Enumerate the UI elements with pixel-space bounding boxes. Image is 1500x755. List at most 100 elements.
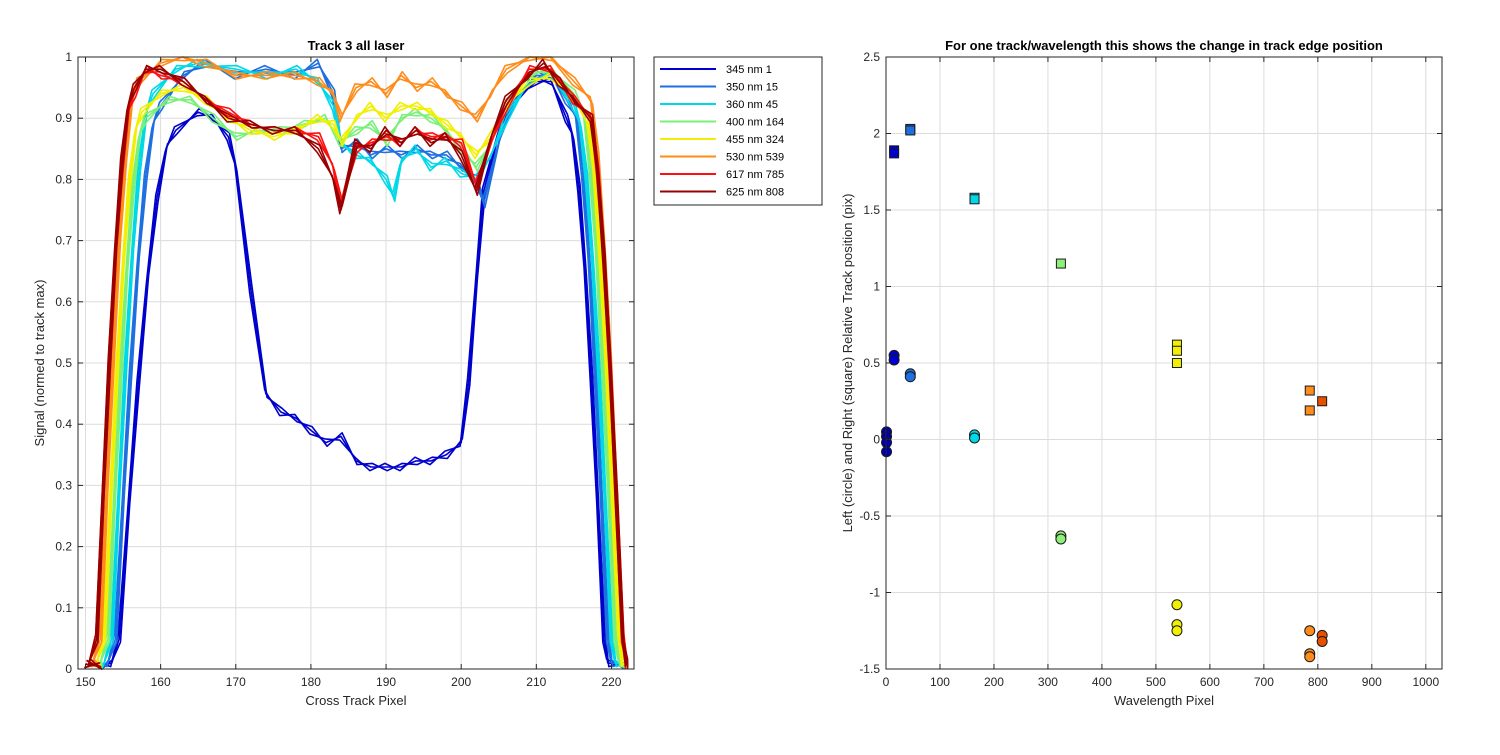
circle-marker: [1304, 625, 1316, 637]
series-line-5: [84, 77, 627, 669]
circle-marker: [1304, 651, 1316, 663]
y-tick-label: 0: [873, 433, 880, 447]
y-tick-label: 1: [65, 50, 72, 64]
y-tick-label: 0.6: [55, 295, 72, 309]
y-tick-label: 1: [873, 280, 880, 294]
y-tick-label: 0.7: [55, 234, 72, 248]
y-tick-label: 0.4: [55, 417, 72, 431]
legend-entry: 360 nm 45: [726, 99, 778, 111]
x-tick-label: 600: [1200, 675, 1220, 689]
y-axis-label: Signal (normed to track max): [32, 280, 47, 447]
series-line-2: [86, 66, 628, 670]
chart-title: For one track/wavelength this shows the …: [945, 38, 1383, 53]
scatter-chart: For one track/wavelength this shows the …: [840, 38, 1443, 708]
series-line-5: [86, 70, 629, 670]
square-marker: [1304, 405, 1315, 416]
x-tick-label: 200: [451, 675, 471, 689]
square-marker: [969, 194, 980, 205]
series-line-2: [85, 62, 627, 668]
circle-marker: [881, 446, 893, 458]
x-tick-label: 700: [1254, 675, 1274, 689]
y-tick-label: 2.5: [863, 50, 880, 64]
y-axis-label: Left (circle) and Right (square) Relativ…: [840, 194, 855, 533]
series-line-3: [86, 64, 628, 670]
x-tick-label: 160: [151, 675, 171, 689]
square-marker: [1317, 396, 1328, 407]
x-tick-label: 190: [376, 675, 396, 689]
x-tick-label: 200: [984, 675, 1004, 689]
y-tick-label: 0.3: [55, 478, 72, 492]
square-marker: [905, 125, 916, 136]
legend-entry: 530 nm 539: [726, 152, 784, 164]
series-line-1: [85, 80, 627, 668]
series-line-5: [85, 74, 627, 668]
circle-marker: [904, 371, 916, 383]
legend-entry: 455 nm 324: [726, 134, 784, 146]
legend-entry: 350 nm 15: [726, 82, 778, 94]
y-tick-label: 0.1: [55, 601, 72, 615]
y-tick-label: 0.5: [863, 356, 880, 370]
axis-ticks: 150 160 170 180 190 200 210 220 0 0.1 0.2 0.3 0.4 0.5…: [55, 50, 634, 689]
scatter-points: [881, 123, 1328, 663]
x-tick-label: 210: [526, 675, 546, 689]
series-line-3: [85, 62, 627, 668]
series-line-8: [84, 58, 627, 669]
x-tick-label: 1000: [1412, 675, 1439, 689]
y-tick-label: -1: [869, 586, 880, 600]
x-tick-label: 400: [1092, 675, 1112, 689]
circle-marker: [1055, 533, 1067, 545]
square-marker: [1171, 345, 1182, 356]
axis-ticks: 0 100 200 300 400 500 600 700 800 900 1000 -1.5 -1 -0…: [859, 50, 1442, 689]
x-tick-label: 300: [1038, 675, 1058, 689]
series-line-1: [84, 77, 626, 670]
legend-entry: 617 nm 785: [726, 169, 784, 181]
legend-entry: 625 nm 808: [726, 187, 784, 199]
grid: [885, 56, 1442, 670]
x-tick-label: 150: [75, 675, 95, 689]
square-marker: [889, 148, 900, 159]
series-line-1: [86, 77, 628, 670]
series-lines: [84, 56, 629, 670]
y-tick-label: -0.5: [859, 509, 880, 523]
x-tick-label: 170: [226, 675, 246, 689]
x-tick-label: 100: [930, 675, 950, 689]
y-tick-label: 0.2: [55, 540, 72, 554]
x-tick-label: 180: [301, 675, 321, 689]
series-line-3: [84, 58, 626, 670]
series-line-4: [84, 64, 627, 670]
y-tick-label: 0.8: [55, 172, 72, 186]
chart-title: Track 3 all laser: [308, 38, 405, 53]
series-line-6: [86, 56, 629, 670]
y-tick-label: -1.5: [859, 662, 880, 676]
line-chart: Track 3 all laser 150 160 170 180 190 200 210 2…: [32, 38, 823, 708]
x-axis-label: Wavelength Pixel: [1114, 693, 1214, 708]
y-tick-label: 1.5: [863, 203, 880, 217]
series-line-4: [85, 68, 627, 668]
legend-box: [653, 56, 823, 206]
series-line-4: [86, 70, 629, 670]
y-tick-label: 0.5: [55, 356, 72, 370]
x-tick-label: 500: [1146, 675, 1166, 689]
x-tick-label: 220: [601, 675, 621, 689]
circle-marker: [1171, 599, 1183, 611]
x-tick-label: 900: [1362, 675, 1382, 689]
series-line-2: [84, 58, 626, 670]
legend-entry: 400 nm 164: [726, 117, 784, 129]
series-line-8: [86, 64, 629, 670]
x-tick-label: 0: [883, 675, 890, 689]
circle-marker: [888, 354, 900, 366]
legend-entry: 345 nm 1: [726, 64, 772, 76]
circle-marker: [1316, 635, 1328, 647]
y-tick-label: 2: [873, 127, 880, 141]
x-axis-label: Cross Track Pixel: [305, 693, 406, 708]
circle-marker: [1171, 625, 1183, 637]
circle-marker: [969, 432, 981, 444]
y-tick-label: 0: [65, 662, 72, 676]
y-tick-label: 0.9: [55, 111, 72, 125]
square-marker: [1171, 358, 1182, 368]
square-marker: [1055, 258, 1066, 269]
x-tick-label: 800: [1308, 675, 1328, 689]
square-marker: [1304, 385, 1315, 396]
legend: 345 nm 1 350 nm 15 360 nm 45 400 nm 164 455 …: [653, 56, 823, 206]
